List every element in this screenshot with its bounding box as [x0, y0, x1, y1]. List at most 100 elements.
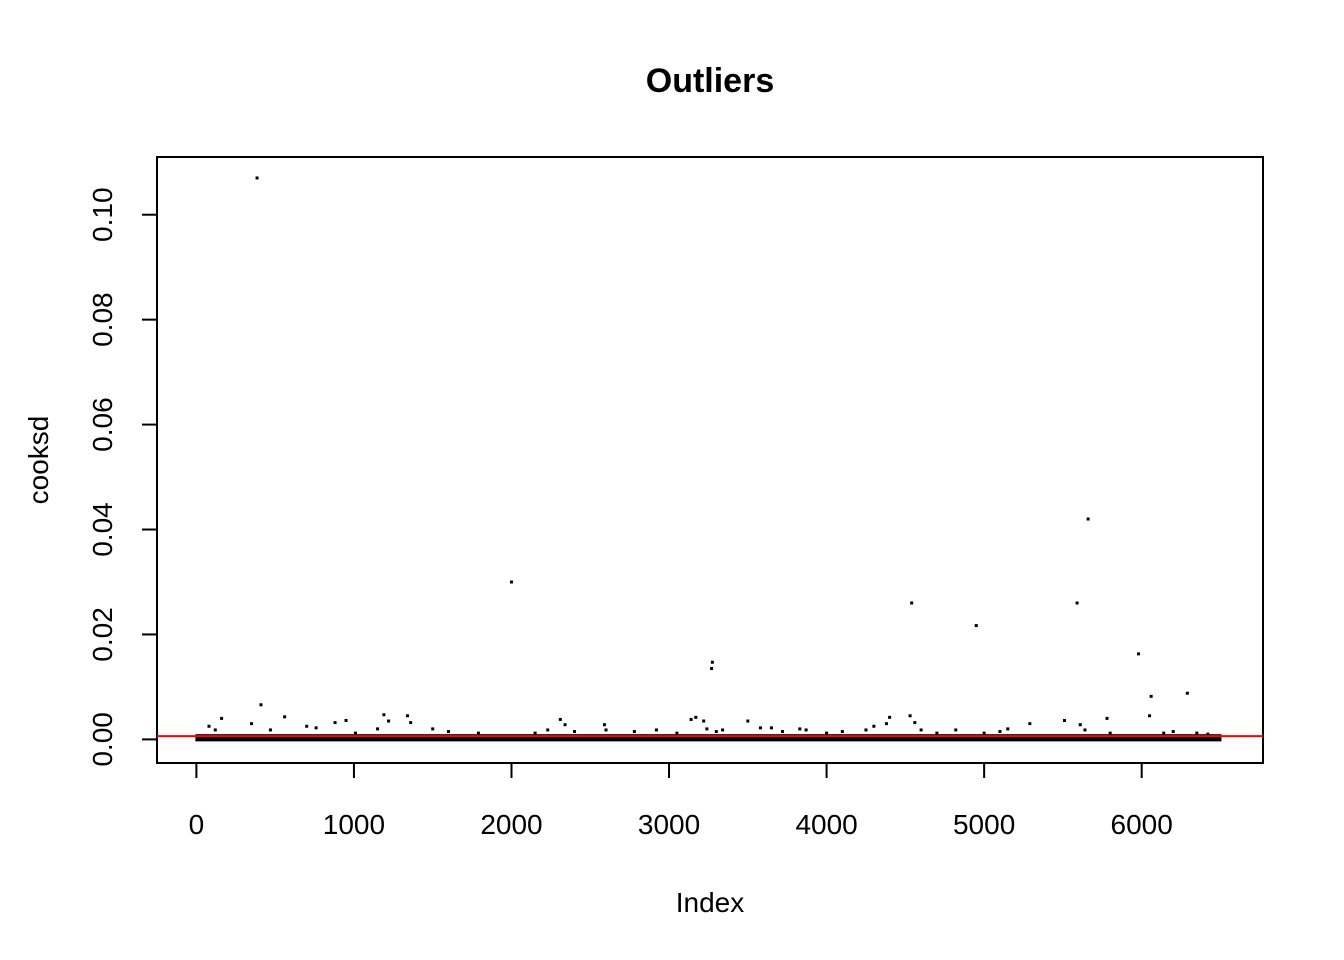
data-point — [344, 719, 348, 723]
x-tick-label: 1000 — [323, 809, 385, 840]
data-point — [259, 703, 263, 707]
data-point — [1062, 719, 1066, 723]
y-tick-label: 0.06 — [87, 397, 118, 452]
data-point — [446, 730, 450, 734]
data-point — [1137, 652, 1141, 656]
data-point — [1075, 601, 1079, 605]
data-point — [710, 660, 714, 664]
data-point — [982, 731, 986, 735]
data-point — [1162, 731, 1166, 735]
data-point — [888, 715, 892, 719]
data-point — [268, 728, 272, 732]
data-point — [689, 717, 693, 721]
x-tick-label: 4000 — [795, 809, 857, 840]
data-point — [935, 731, 939, 735]
y-tick-label: 0.02 — [87, 607, 118, 662]
data-point — [573, 730, 577, 734]
data-point — [382, 713, 386, 717]
x-tick-label: 2000 — [480, 809, 542, 840]
y-axis-label: cooksd — [23, 416, 54, 505]
data-point — [476, 731, 480, 735]
x-tick-label: 0 — [189, 809, 205, 840]
data-point — [546, 728, 550, 732]
data-point — [910, 601, 914, 605]
data-point — [314, 726, 318, 730]
x-tick-label: 3000 — [638, 809, 700, 840]
data-point — [1149, 694, 1153, 698]
data-point — [1171, 730, 1175, 734]
data-point — [305, 724, 309, 728]
data-point — [705, 727, 709, 731]
data-point — [533, 731, 537, 735]
data-point — [387, 719, 391, 723]
data-point — [1028, 722, 1032, 726]
chart-title: Outliers — [646, 62, 774, 100]
data-point — [1185, 691, 1189, 695]
y-axis: 0.00 0.02 0.04 0.06 0.08 0.10 — [87, 187, 158, 767]
data-point — [758, 726, 762, 730]
data-point — [840, 730, 844, 734]
data-point — [884, 722, 888, 726]
data-point — [431, 727, 435, 731]
data-point — [908, 714, 912, 718]
data-point — [602, 723, 606, 727]
data-point — [919, 728, 923, 732]
data-point — [354, 731, 358, 735]
y-tick-label: 0.04 — [87, 502, 118, 557]
data-point — [333, 721, 337, 725]
data-point — [998, 730, 1002, 734]
data-point — [974, 624, 978, 628]
data-point — [694, 715, 698, 719]
data-point — [1078, 723, 1082, 727]
data-point — [798, 727, 802, 731]
data-point — [1083, 728, 1087, 732]
x-tick-label: 6000 — [1111, 809, 1173, 840]
data-point — [769, 726, 773, 730]
data-point — [376, 727, 380, 731]
plot-frame — [156, 156, 1264, 764]
x-tick-label: 5000 — [953, 809, 1015, 840]
data-point — [954, 728, 958, 732]
data-point — [702, 719, 706, 723]
data-point — [406, 714, 410, 718]
data-point — [804, 728, 808, 732]
data-point — [632, 730, 636, 734]
data-point — [207, 724, 211, 728]
y-tick-label: 0.00 — [87, 712, 118, 767]
data-point — [780, 730, 784, 734]
data-point — [558, 717, 562, 721]
data-point — [250, 722, 254, 726]
data-point — [721, 728, 725, 732]
data-point — [1195, 731, 1199, 735]
data-point — [1108, 731, 1112, 735]
data-point — [283, 715, 287, 719]
data-point — [1006, 727, 1010, 731]
data-points — [195, 176, 1222, 742]
dense-points-band — [195, 734, 1222, 742]
data-point — [1148, 714, 1152, 718]
data-point — [714, 730, 718, 734]
x-axis-label: Index — [676, 887, 745, 918]
data-point — [710, 667, 714, 671]
data-point — [509, 580, 513, 584]
data-point — [604, 728, 608, 732]
data-point — [213, 728, 217, 732]
x-axis: 0 1000 2000 3000 4000 5000 6000 — [189, 762, 1173, 840]
data-point — [654, 728, 658, 732]
data-point — [1105, 716, 1109, 720]
data-point — [746, 719, 750, 723]
data-point — [913, 721, 917, 725]
data-point — [220, 716, 224, 720]
data-point — [872, 724, 876, 728]
data-point — [255, 176, 259, 180]
y-tick-label: 0.08 — [87, 292, 118, 347]
data-point — [825, 731, 829, 735]
data-point — [409, 721, 413, 725]
data-point — [1086, 517, 1090, 521]
data-point — [1206, 732, 1210, 736]
data-point — [864, 728, 868, 732]
data-point — [563, 723, 567, 727]
data-point — [675, 731, 679, 735]
y-tick-label: 0.10 — [87, 187, 118, 242]
